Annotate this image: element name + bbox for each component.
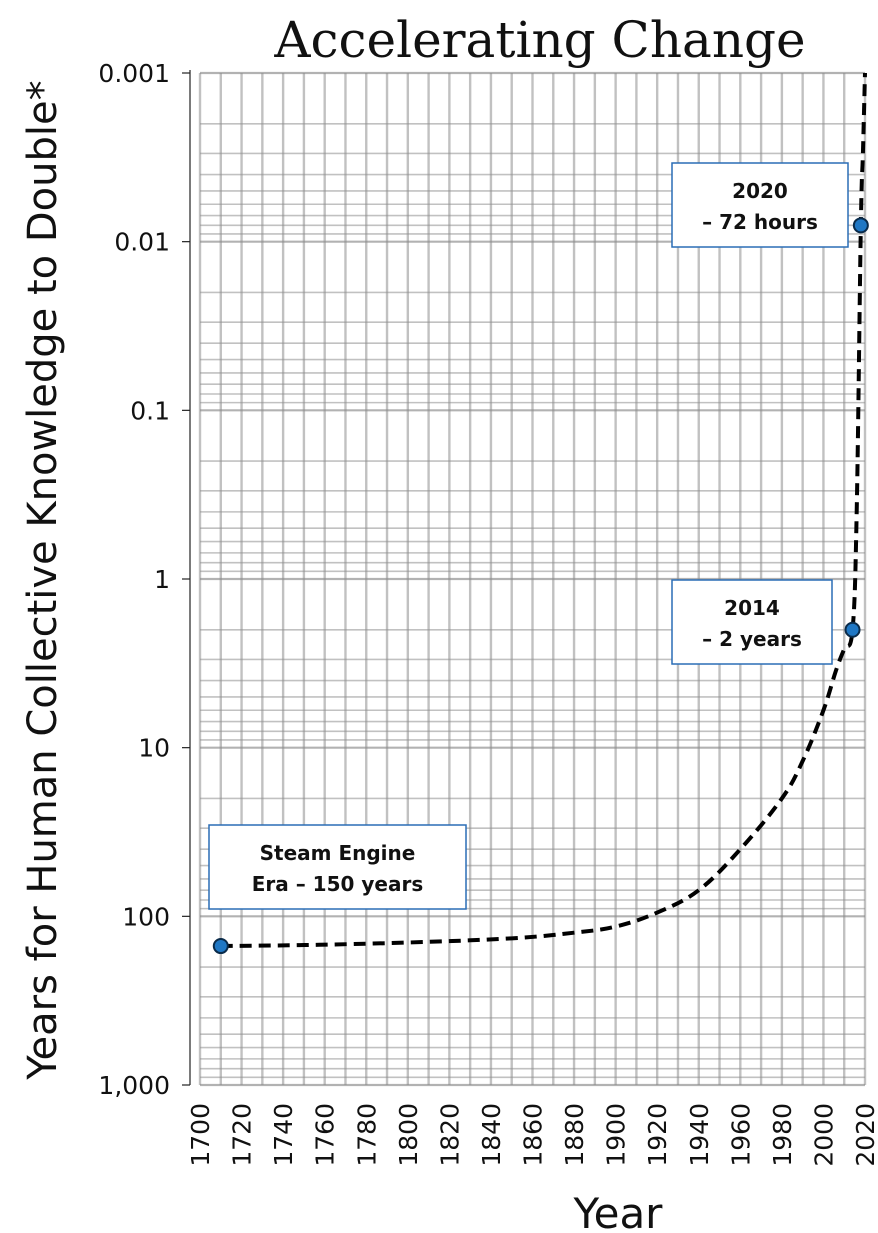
annotation-frame [671,162,849,248]
x-axis-label: Year [573,1189,664,1233]
x-tick-label: 1920 [643,1103,672,1167]
x-tick-label: 1940 [685,1103,714,1167]
annotation-text: – 72 hours [702,210,818,234]
annotation-box: Steam Engine Era – 150 years [208,824,467,910]
x-tick-label: 2020 [851,1103,878,1167]
y-tick-labels: 0.001 0.01 0.1 1 10 100 1,000 [98,59,190,1100]
y-tick-label: 10 [138,734,170,763]
x-tick-label: 1740 [269,1103,298,1167]
annotation-text: Era – 150 years [252,872,424,896]
annotation-box: 2014 – 2 years [671,579,833,665]
data-point [852,217,869,234]
x-tick-label: 1720 [228,1103,257,1167]
y-tick-label: 0.001 [98,59,170,88]
x-tick-label: 1960 [726,1103,755,1167]
x-tick-labels: 1700 1720 1740 1760 1780 1800 1820 1840 1860 1880… [186,1103,878,1167]
y-tick-label: 0.01 [114,228,170,257]
x-tick-label: 1800 [394,1103,423,1167]
x-tick-label: 1840 [477,1103,506,1167]
annotation-box: 2020 – 72 hours [671,162,849,248]
x-tick-label: 2000 [809,1103,838,1167]
annotation-text: 2020 [732,179,788,203]
x-tick-label: 1860 [519,1103,548,1167]
chart-title: Accelerating Change [273,11,805,69]
x-tick-label: 1900 [602,1103,631,1167]
x-tick-label: 1980 [768,1103,797,1167]
y-tick-label: 100 [122,902,170,931]
x-tick-label: 1780 [352,1103,381,1167]
x-tick-label: 1700 [186,1103,215,1167]
annotations: Steam Engine Era – 150 years 2014 – 2 years… [208,162,849,910]
annotation-text: – 2 years [702,627,802,651]
y-axis-label: Years for Human Collective Knowledge to … [20,80,66,1080]
annotation-text: 2014 [724,596,780,620]
series-line [220,72,867,949]
data-point [844,621,861,638]
y-tick-label: 0.1 [130,396,170,425]
data-point [212,938,229,955]
annotation-frame [671,579,833,665]
annotation-text: Steam Engine [260,841,416,865]
x-tick-label: 1880 [560,1103,589,1167]
x-tick-label: 1760 [311,1103,340,1167]
annotation-frame [208,824,467,910]
x-tick-label: 1820 [435,1103,464,1167]
y-tick-label: 1 [154,565,170,594]
y-tick-label: 1,000 [98,1071,170,1100]
data-points [212,217,869,955]
